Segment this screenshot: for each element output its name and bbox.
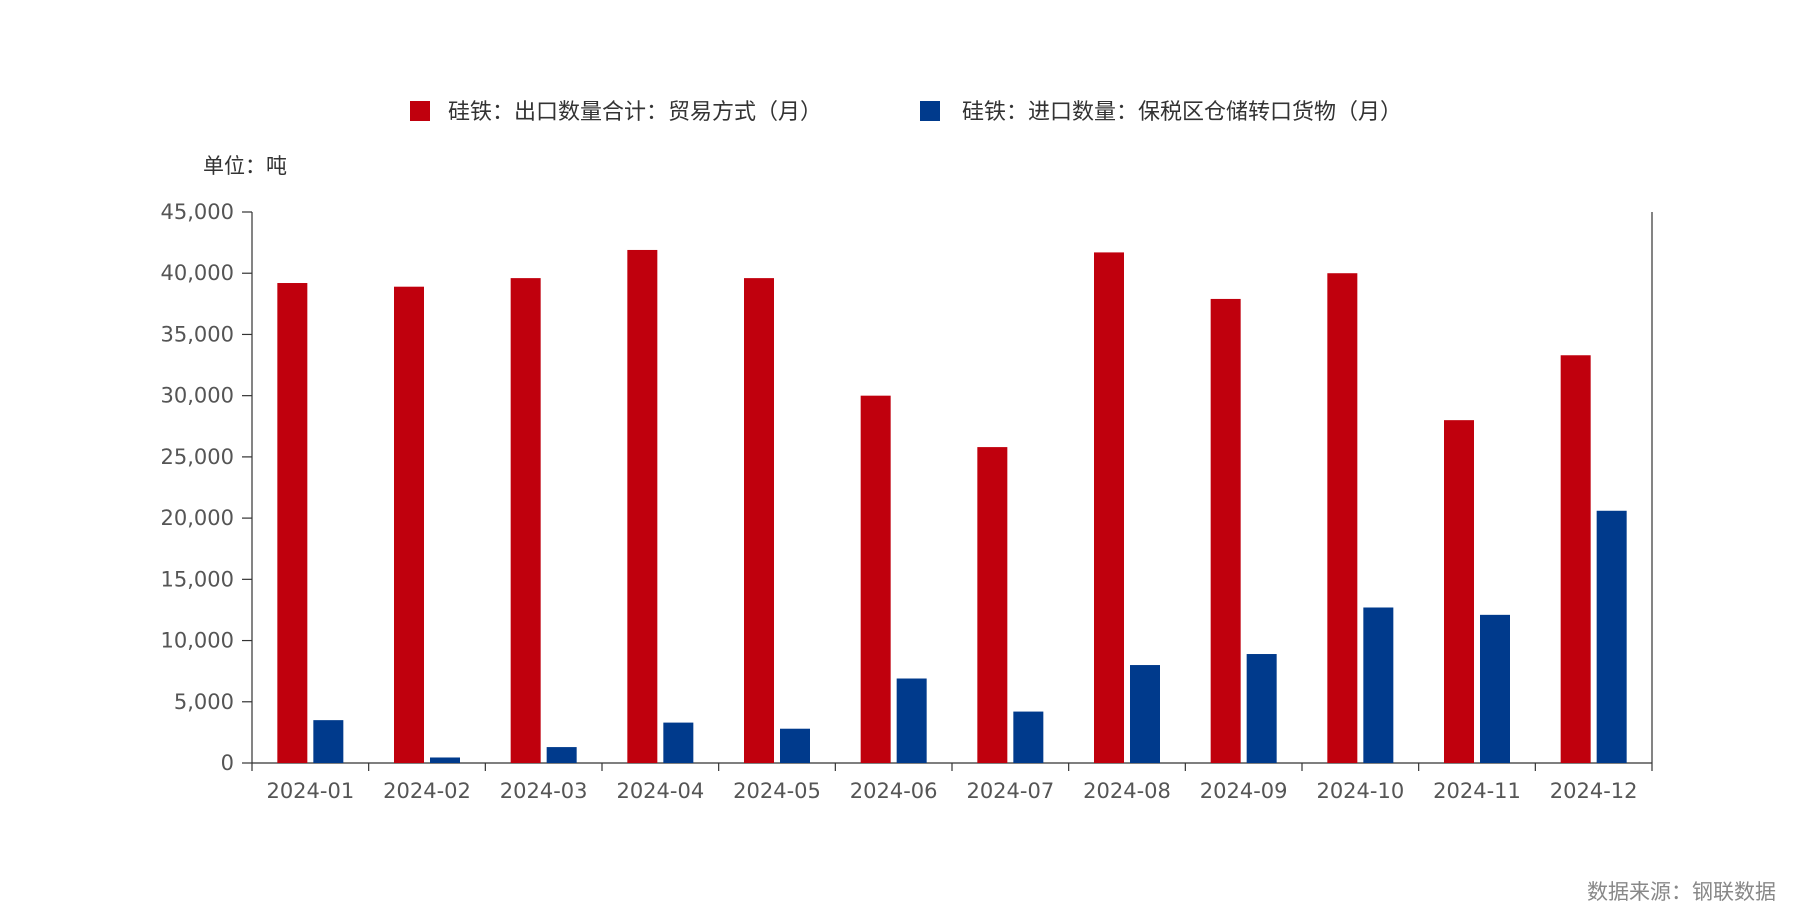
x-tick-label: 2024-07 bbox=[966, 779, 1054, 803]
bar-import bbox=[313, 720, 344, 763]
y-tick-label: 15,000 bbox=[161, 567, 234, 591]
legend-swatch-import bbox=[920, 101, 940, 121]
bar-export bbox=[1444, 420, 1474, 763]
y-tick-label: 10,000 bbox=[161, 629, 234, 653]
x-tick-label: 2024-04 bbox=[616, 779, 704, 803]
bar-import bbox=[1363, 607, 1394, 763]
bar-export bbox=[394, 286, 424, 763]
x-tick-label: 2024-02 bbox=[383, 779, 471, 803]
bar-import bbox=[896, 678, 927, 763]
y-tick-label: 5,000 bbox=[174, 690, 234, 714]
legend-label-export: 硅铁：出口数量合计：贸易方式（月） bbox=[448, 100, 822, 125]
y-tick-label: 30,000 bbox=[161, 384, 234, 408]
bar-export bbox=[1094, 252, 1124, 763]
bar-export bbox=[627, 249, 658, 764]
unit-label: 单位：吨 bbox=[203, 154, 287, 178]
x-tick-label: 2024-05 bbox=[733, 779, 821, 803]
x-tick-label: 2024-01 bbox=[266, 779, 354, 803]
bar-import bbox=[780, 728, 810, 763]
bar-import bbox=[546, 747, 577, 763]
bar-export bbox=[277, 283, 308, 763]
x-tick-label: 2024-10 bbox=[1316, 779, 1404, 803]
bar-import bbox=[1596, 510, 1627, 763]
bar-import bbox=[430, 757, 460, 763]
bar-import bbox=[663, 722, 694, 763]
y-tick-label: 45,000 bbox=[161, 200, 234, 224]
bar-import bbox=[1130, 665, 1160, 763]
bar-export bbox=[1327, 273, 1358, 763]
axes: 0 5,000 10,000 15,000 20,000 25,000 30,000 35,0… bbox=[161, 200, 1653, 803]
bar-export bbox=[510, 278, 541, 763]
y-tick-label: 25,000 bbox=[161, 445, 234, 469]
legend-swatch-export bbox=[410, 101, 430, 121]
x-tick-label: 2024-08 bbox=[1083, 779, 1171, 803]
legend-label-import: 硅铁：进口数量：保税区仓储转口货物（月） bbox=[962, 100, 1402, 125]
legend: 硅铁：出口数量合计：贸易方式（月） 硅铁：进口数量：保税区仓储转口货物（月） bbox=[410, 100, 1402, 125]
bar-import bbox=[1480, 614, 1510, 763]
y-tick-label: 20,000 bbox=[161, 506, 234, 530]
bar-export bbox=[860, 395, 891, 763]
bar-export bbox=[1210, 298, 1241, 763]
x-tick-label: 2024-09 bbox=[1200, 779, 1288, 803]
x-tick-label: 2024-06 bbox=[850, 779, 938, 803]
y-tick-label: 0 bbox=[221, 751, 234, 775]
source-label: 数据来源：钢联数据 bbox=[1587, 880, 1776, 904]
x-tick-label: 2024-12 bbox=[1550, 779, 1638, 803]
y-tick-label: 40,000 bbox=[161, 261, 234, 285]
bars bbox=[277, 249, 1627, 764]
bar-export bbox=[977, 447, 1008, 763]
bar-export bbox=[1560, 355, 1591, 763]
y-tick-label: 35,000 bbox=[161, 322, 234, 346]
bar-import bbox=[1246, 654, 1277, 763]
x-tick-label: 2024-03 bbox=[500, 779, 588, 803]
bar-import bbox=[1013, 711, 1044, 763]
bar-export bbox=[744, 278, 774, 763]
x-tick-label: 2024-11 bbox=[1433, 779, 1521, 803]
